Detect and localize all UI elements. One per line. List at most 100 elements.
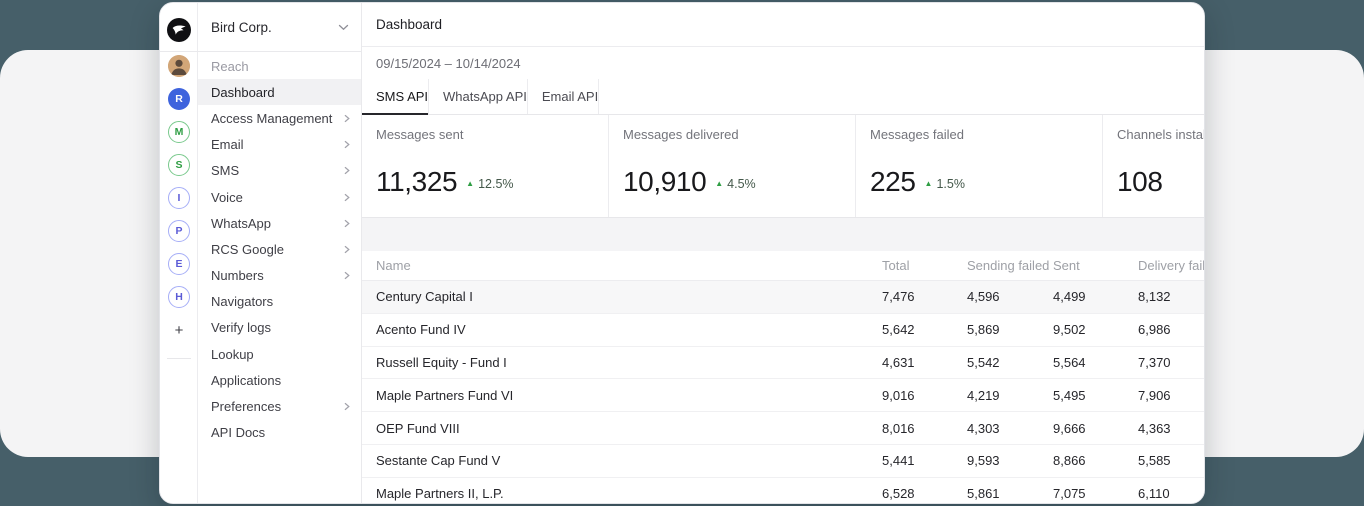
chevron-right-icon <box>343 271 351 280</box>
add-workspace-button[interactable]: + <box>174 321 184 339</box>
stat-delta-value: 1.5% <box>936 177 965 191</box>
cell-sent: 8,866 <box>1053 453 1086 469</box>
sidebar-header-divider <box>160 51 362 52</box>
cell-name: Maple Partners II, L.P. <box>376 486 504 502</box>
avatar-letter: H <box>175 291 183 303</box>
stat-label: Channels installed <box>1117 127 1205 142</box>
stat-label: Messages failed <box>870 127 964 142</box>
sidebar-item-label: Reach <box>211 58 249 74</box>
table-row[interactable]: Maple Partners Fund VI 9,016 4,219 5,495… <box>362 379 1204 413</box>
stat-label: Messages delivered <box>623 127 739 142</box>
avatar-letter: M <box>174 126 184 138</box>
table-row[interactable]: Acento Fund IV 5,642 5,869 9,502 6,986 <box>362 314 1204 347</box>
sidebar-item-lookup[interactable]: Lookup <box>198 341 361 367</box>
avatar-reach[interactable] <box>168 55 190 77</box>
sidebar-item-reach[interactable]: Reach <box>198 53 361 79</box>
sidebar-item-verify-logs[interactable]: Verify logs <box>198 315 361 341</box>
workspace-avatar-m[interactable]: M <box>168 121 190 143</box>
stat-delta: ▲ 4.5% <box>715 177 755 191</box>
chevron-down-icon <box>338 24 349 31</box>
table-row[interactable]: Sestante Cap Fund V 5,441 9,593 8,866 5,… <box>362 445 1204 478</box>
table-header-row: Name Total Sending failed Sent Delivery fail… <box>362 251 1205 281</box>
table-row[interactable]: OEP Fund VIII 8,016 4,303 9,666 4,363 <box>362 412 1204 445</box>
cell-delivery-failed: 7,370 <box>1138 354 1171 370</box>
cell-total: 6,528 <box>882 486 915 502</box>
table-body: Century Capital I 7,476 4,596 4,499 8,13… <box>362 281 1204 503</box>
sidebar-item-rcs-google[interactable]: RCS Google <box>198 236 361 262</box>
sidebar-item-applications[interactable]: Applications <box>198 367 361 393</box>
sidebar-item-preferences[interactable]: Preferences <box>198 393 361 419</box>
stat-delta-value: 12.5% <box>478 177 514 191</box>
cell-total: 4,631 <box>882 354 915 370</box>
sidebar-item-label: Applications <box>211 372 282 388</box>
stat-label: Messages sent <box>376 127 464 142</box>
sidebar-item-access-management[interactable]: Access Management <box>198 105 361 131</box>
table-row[interactable]: Maple Partners II, L.P. 6,528 5,861 7,07… <box>362 478 1204 503</box>
stat-value: 11,325 <box>376 166 458 197</box>
sidebar-item-navigators[interactable]: Navigators <box>198 289 361 315</box>
sidebar-item-label: Access Management <box>211 110 333 126</box>
tab-label: SMS API <box>376 89 429 104</box>
cell-sent: 4,499 <box>1053 289 1086 305</box>
cell-name: Russell Equity - Fund I <box>376 354 507 370</box>
column-header-total[interactable]: Total <box>882 258 910 273</box>
workspace-avatar-i[interactable]: I <box>168 187 190 209</box>
stat-channels-installed: Channels installed 108 ▲ <box>1103 115 1205 217</box>
avatar-letter: R <box>175 93 183 105</box>
workspace-avatar-e[interactable]: E <box>168 253 190 275</box>
tab-whatsapp-api[interactable]: WhatsApp API <box>429 79 528 114</box>
chevron-right-icon <box>343 166 351 175</box>
workspace-avatar-s[interactable]: S <box>168 154 190 176</box>
cell-name: OEP Fund VIII <box>376 420 460 436</box>
cell-delivery-failed: 7,906 <box>1138 387 1171 403</box>
sidebar-item-numbers[interactable]: Numbers <box>198 263 361 289</box>
workspace-avatar-r[interactable]: R <box>168 88 190 110</box>
page-title: Dashboard <box>376 17 443 32</box>
workspace-avatar-p[interactable]: P <box>168 220 190 242</box>
chevron-right-icon <box>343 219 351 228</box>
org-name: Bird Corp. <box>211 19 272 35</box>
workspace-avatar-h[interactable]: H <box>168 286 190 308</box>
cell-total: 5,441 <box>882 453 915 469</box>
column-header-name[interactable]: Name <box>376 258 411 273</box>
cell-delivery-failed: 4,363 <box>1138 420 1171 436</box>
tab-label: Email API <box>541 89 599 104</box>
main-content: Dashboard 09/15/2024 – 10/14/2024 SMS AP… <box>362 3 1205 503</box>
cell-delivery-failed: 6,986 <box>1138 322 1171 338</box>
cell-sent: 7,075 <box>1053 486 1086 502</box>
org-switcher[interactable]: Bird Corp. <box>198 3 361 51</box>
cell-sending-failed: 5,861 <box>967 486 1000 502</box>
sidebar-item-label: RCS Google <box>211 241 284 257</box>
sidebar-item-whatsapp[interactable]: WhatsApp <box>198 210 361 236</box>
column-header-sending-failed[interactable]: Sending failed <box>967 258 1050 273</box>
tab-sms-api[interactable]: SMS API <box>362 79 430 115</box>
stats-row: Messages sent 11,325 ▲ 12.5% Messages de… <box>362 115 1205 218</box>
main-header: Dashboard <box>362 3 1204 47</box>
sidebar-item-label: Navigators <box>211 294 274 310</box>
sidebar-item-dashboard[interactable]: Dashboard <box>198 79 361 106</box>
sidebar-item-api-docs[interactable]: API Docs <box>198 420 361 446</box>
sidebar-item-voice[interactable]: Voice <box>198 184 361 210</box>
table-row[interactable]: Century Capital I 7,476 4,596 4,499 8,13… <box>362 281 1204 314</box>
sidebar-item-label: Numbers <box>211 268 264 284</box>
sidebar-item-label: API Docs <box>211 425 266 441</box>
avatar-letter: I <box>177 192 181 204</box>
chevron-right-icon <box>343 140 351 149</box>
trend-up-icon: ▲ <box>715 179 724 188</box>
cell-sent: 9,502 <box>1053 322 1086 338</box>
tab-email-api[interactable]: Email API <box>528 79 600 114</box>
bird-logo-icon[interactable] <box>167 18 191 42</box>
sidebar-item-label: Dashboard <box>211 84 275 100</box>
date-range-picker[interactable]: 09/15/2024 – 10/14/2024 <box>362 47 1204 79</box>
date-range-value: 09/15/2024 – 10/14/2024 <box>376 55 521 71</box>
tab-label: WhatsApp API <box>443 89 527 104</box>
column-header-delivery-failed[interactable]: Delivery failed <box>1138 258 1205 273</box>
sidebar-item-sms[interactable]: SMS <box>198 158 361 184</box>
sidebar-item-email[interactable]: Email <box>198 132 361 158</box>
column-header-sent[interactable]: Sent <box>1053 258 1080 273</box>
results-table: Name Total Sending failed Sent Delivery fail… <box>362 251 1205 503</box>
table-row[interactable]: Russell Equity - Fund I 4,631 5,542 5,56… <box>362 347 1204 380</box>
stat-value: 10,910 <box>623 166 707 197</box>
cell-total: 7,476 <box>882 289 915 305</box>
sidebar-item-label: WhatsApp <box>211 215 271 231</box>
